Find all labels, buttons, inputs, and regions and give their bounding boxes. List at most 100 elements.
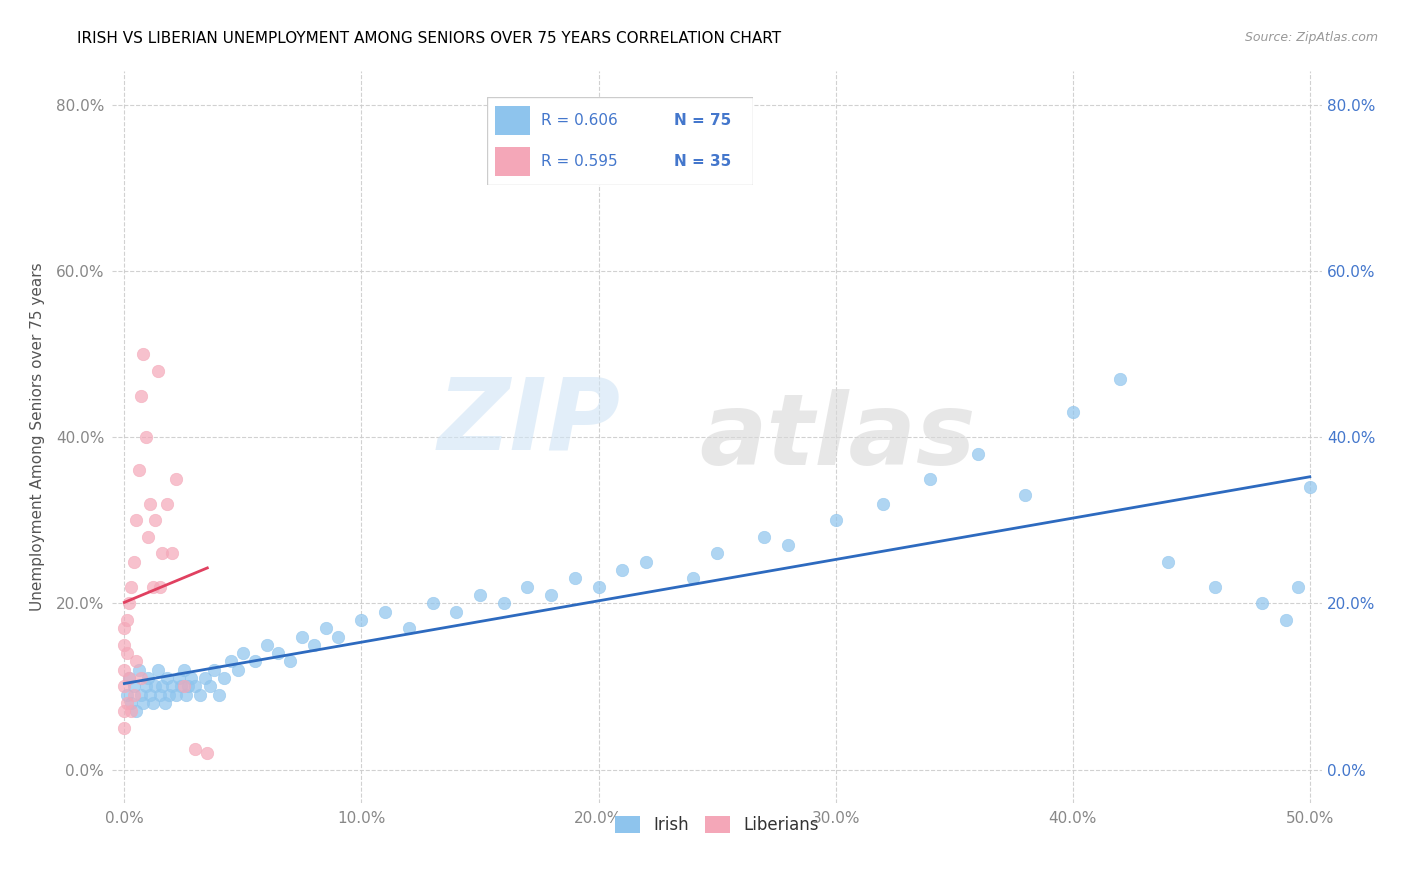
Point bbox=[115, 613, 138, 627]
Point bbox=[128, 663, 150, 677]
Point bbox=[208, 688, 231, 702]
Point bbox=[150, 546, 173, 560]
Point bbox=[129, 671, 152, 685]
Point bbox=[166, 688, 188, 702]
Point bbox=[153, 696, 176, 710]
Point bbox=[564, 571, 586, 585]
Text: atlas: atlas bbox=[700, 389, 976, 485]
Point bbox=[177, 680, 200, 694]
Text: Source: ZipAtlas.com: Source: ZipAtlas.com bbox=[1244, 31, 1378, 45]
Point bbox=[1204, 580, 1226, 594]
Point bbox=[540, 588, 562, 602]
Point bbox=[966, 447, 988, 461]
Point bbox=[219, 655, 242, 669]
Point bbox=[315, 621, 337, 635]
Point bbox=[374, 605, 396, 619]
Point bbox=[136, 530, 159, 544]
Point bbox=[588, 580, 610, 594]
Point bbox=[778, 538, 800, 552]
Point bbox=[132, 347, 155, 361]
Point bbox=[446, 605, 468, 619]
Point bbox=[112, 721, 135, 735]
Point bbox=[112, 638, 135, 652]
Point bbox=[634, 555, 657, 569]
Point bbox=[139, 688, 162, 702]
Point bbox=[149, 580, 172, 594]
Point bbox=[1109, 372, 1132, 386]
Point bbox=[198, 680, 221, 694]
Point bbox=[174, 688, 197, 702]
Point bbox=[422, 596, 444, 610]
Point bbox=[278, 655, 301, 669]
Point bbox=[398, 621, 420, 635]
Point bbox=[115, 646, 138, 660]
Point bbox=[1156, 555, 1178, 569]
Point bbox=[120, 580, 142, 594]
Point bbox=[173, 663, 195, 677]
Point bbox=[170, 680, 193, 694]
Point bbox=[139, 497, 162, 511]
Point bbox=[184, 680, 207, 694]
Point bbox=[118, 671, 141, 685]
Point bbox=[754, 530, 776, 544]
Point bbox=[143, 680, 166, 694]
Point bbox=[1062, 405, 1084, 419]
Point bbox=[120, 705, 142, 719]
Point bbox=[212, 671, 235, 685]
Point bbox=[122, 688, 145, 702]
Point bbox=[149, 688, 172, 702]
Point bbox=[350, 613, 373, 627]
Point bbox=[872, 497, 894, 511]
Point bbox=[824, 513, 846, 527]
Point bbox=[167, 671, 190, 685]
Point bbox=[122, 555, 145, 569]
Point bbox=[232, 646, 254, 660]
Point bbox=[1299, 480, 1322, 494]
Point bbox=[129, 388, 152, 402]
Point bbox=[157, 688, 180, 702]
Point bbox=[302, 638, 325, 652]
Point bbox=[195, 746, 218, 760]
Point bbox=[243, 655, 266, 669]
Point bbox=[267, 646, 290, 660]
Point bbox=[156, 671, 179, 685]
Point bbox=[166, 472, 188, 486]
Point bbox=[150, 680, 173, 694]
Point bbox=[118, 671, 141, 685]
Point bbox=[125, 655, 148, 669]
Point bbox=[180, 671, 202, 685]
Point bbox=[146, 663, 169, 677]
Point bbox=[136, 671, 159, 685]
Point bbox=[132, 696, 155, 710]
Point bbox=[1275, 613, 1298, 627]
Point bbox=[142, 696, 165, 710]
Point bbox=[173, 680, 195, 694]
Point bbox=[1286, 580, 1309, 594]
Point bbox=[115, 688, 138, 702]
Point bbox=[125, 705, 148, 719]
Point bbox=[128, 463, 150, 477]
Text: ZIP: ZIP bbox=[437, 374, 620, 471]
Point bbox=[226, 663, 249, 677]
Point bbox=[706, 546, 728, 560]
Point bbox=[516, 580, 538, 594]
Point bbox=[112, 621, 135, 635]
Point bbox=[156, 497, 179, 511]
Point bbox=[125, 513, 148, 527]
Point bbox=[112, 705, 135, 719]
Point bbox=[112, 663, 135, 677]
Point bbox=[118, 596, 141, 610]
Point bbox=[143, 513, 166, 527]
Point bbox=[135, 680, 157, 694]
Point bbox=[146, 363, 169, 377]
Point bbox=[1251, 596, 1274, 610]
Y-axis label: Unemployment Among Seniors over 75 years: Unemployment Among Seniors over 75 years bbox=[30, 263, 45, 611]
Point bbox=[115, 696, 138, 710]
Point bbox=[682, 571, 704, 585]
Point bbox=[204, 663, 226, 677]
Point bbox=[492, 596, 515, 610]
Point bbox=[135, 430, 157, 444]
Point bbox=[194, 671, 217, 685]
Point bbox=[256, 638, 278, 652]
Point bbox=[160, 680, 183, 694]
